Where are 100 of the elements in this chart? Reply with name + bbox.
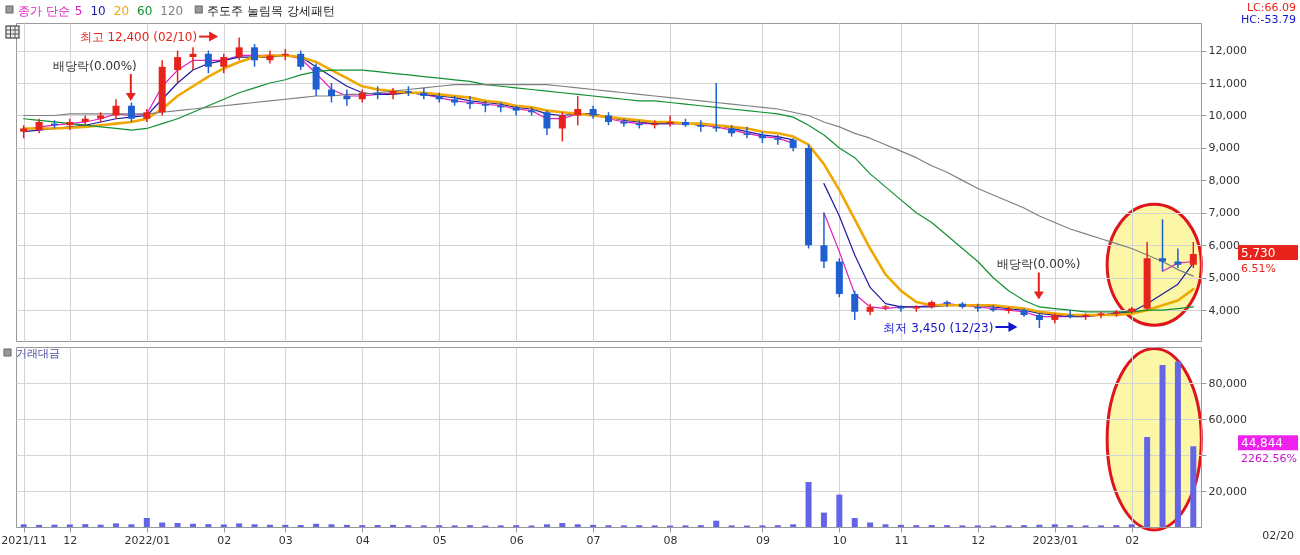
bar [220, 524, 227, 527]
candlestick [820, 212, 828, 269]
candlestick [774, 134, 782, 146]
bar [897, 524, 904, 527]
x-tick-label: 09 [755, 533, 770, 547]
x-tick-label: 2021/11 [1, 533, 48, 547]
text: 5 [74, 4, 83, 18]
bar [805, 482, 812, 527]
candlestick [543, 109, 551, 136]
bar [66, 524, 73, 527]
bar [251, 524, 258, 527]
candlestick [897, 304, 905, 313]
candlestick [204, 49, 212, 75]
candlestick [235, 36, 243, 62]
bar [790, 524, 797, 527]
candlestick [558, 111, 566, 143]
bar [713, 520, 720, 527]
bar [574, 524, 581, 527]
y-tick-label: 60,000 [1208, 412, 1247, 426]
bar [836, 494, 843, 527]
candlestick [389, 87, 397, 101]
x-tick-label: 11 [894, 533, 909, 547]
candlestick [66, 117, 74, 131]
y-tick-label: 4,000 [1208, 303, 1240, 317]
text: 120 [160, 4, 184, 18]
bar [559, 523, 566, 527]
legend-title: 종가 단순 [18, 4, 70, 18]
candlestick [127, 101, 135, 123]
bar [820, 512, 827, 527]
text: HC:-53.79 [1240, 13, 1296, 26]
y-tick-label: 11,000 [1208, 76, 1247, 90]
candlestick [189, 46, 197, 71]
bar [189, 523, 196, 527]
bar [543, 524, 550, 527]
annotation: 배당락(0.00%) [53, 58, 137, 73]
text: 44,844 [1241, 436, 1283, 451]
bar [851, 518, 858, 527]
bar [590, 524, 597, 527]
candlestick [1159, 218, 1167, 272]
bar [313, 523, 320, 527]
candlestick [297, 49, 305, 71]
bar [128, 524, 135, 527]
y-tick-label: 10,000 [1208, 108, 1247, 122]
bar [1036, 524, 1043, 527]
text: 20 [113, 4, 130, 18]
x-tick-label: 2022/01 [124, 533, 171, 547]
bar [1174, 361, 1181, 527]
line-series [23, 84, 1194, 277]
bar [113, 523, 120, 527]
text: 5,730 [1241, 246, 1276, 261]
candlestick [251, 43, 259, 68]
x-tick-label: 02 [1125, 533, 1140, 547]
y-tick-label: 9,000 [1208, 141, 1240, 155]
y-tick-label: 80,000 [1208, 376, 1247, 390]
y-tick-label: 7,000 [1208, 206, 1240, 220]
candlestick [174, 49, 182, 84]
bar [328, 524, 335, 527]
candlestick [420, 87, 428, 101]
x-tick-label: 10 [832, 533, 847, 547]
candlestick [220, 53, 228, 75]
bar [1159, 365, 1166, 527]
bar [1051, 524, 1058, 527]
x-tick-label: 12 [63, 533, 78, 547]
x-tick-label: 04 [355, 533, 370, 547]
bar [343, 524, 350, 527]
bar [143, 518, 150, 527]
candlestick [943, 299, 951, 308]
x-tick-label: 02 [217, 533, 232, 547]
candlestick [666, 114, 674, 128]
candlestick [343, 88, 351, 107]
candlestick [697, 119, 705, 133]
x-tick-label: 07 [586, 533, 601, 547]
bar [174, 523, 181, 527]
y-tick-label: 5,000 [1208, 271, 1240, 285]
candlestick [112, 98, 120, 120]
x-tick-label: 12 [971, 533, 986, 547]
text: 2262.56% [1241, 452, 1297, 466]
bar [20, 524, 27, 527]
annotation: 최저 3,450 (12/23) [883, 321, 994, 336]
candlestick [435, 92, 443, 104]
bar [1144, 437, 1151, 527]
candlestick [574, 95, 582, 126]
annotation: 배당락(0.00%) [997, 257, 1081, 272]
candlestick [312, 62, 320, 97]
candlestick [743, 126, 751, 139]
x-tick-label: 08 [663, 533, 678, 547]
x-tick-label: 06 [509, 533, 524, 547]
y-tick-label: 8,000 [1208, 173, 1240, 187]
bar [236, 523, 243, 527]
candlestick [1174, 247, 1182, 269]
bar [882, 524, 889, 527]
bar [282, 524, 289, 527]
bar [82, 524, 89, 527]
bar [1190, 446, 1197, 527]
text: 6.51% [1241, 262, 1276, 276]
candlestick [1066, 309, 1074, 320]
candlestick [620, 117, 628, 128]
text: 60 [137, 4, 153, 18]
bar [205, 524, 212, 527]
chart-title: 거래대금 [16, 347, 60, 360]
